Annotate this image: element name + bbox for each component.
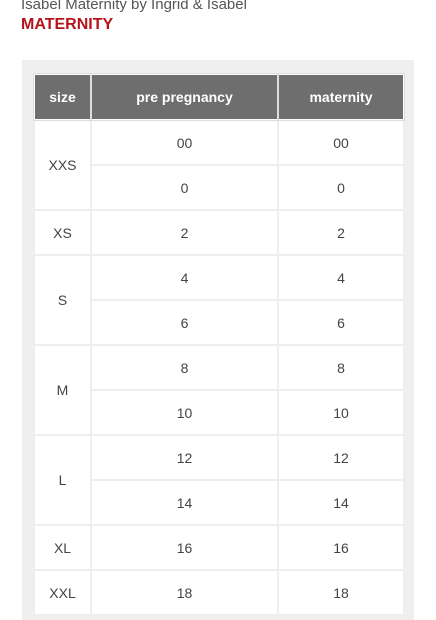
pre-pregnancy-cell: 0 bbox=[90, 164, 279, 211]
table-row: 14 14 bbox=[34, 479, 405, 526]
header-row: size pre pregnancy maternity bbox=[33, 73, 405, 121]
size-table: size pre pregnancy maternity XXS 00 00 0 0 XS 2 2… bbox=[33, 73, 405, 616]
size-cell: XS bbox=[33, 209, 92, 256]
maternity-cell: 4 bbox=[277, 254, 405, 301]
pre-pregnancy-cell: 16 bbox=[90, 524, 279, 571]
pre-pregnancy-cell: 18 bbox=[90, 569, 279, 616]
maternity-cell: 16 bbox=[277, 524, 405, 571]
table-row: XL 16 16 bbox=[33, 524, 405, 571]
pre-pregnancy-cell: 12 bbox=[90, 434, 279, 481]
table-row: L 12 12 bbox=[33, 434, 405, 526]
pre-pregnancy-cell: 00 bbox=[90, 119, 279, 166]
category-title: MATERNITY bbox=[21, 16, 114, 33]
table-row: XXS 00 00 bbox=[33, 119, 405, 211]
size-cell: XXS bbox=[33, 119, 92, 211]
maternity-cell: 6 bbox=[277, 299, 405, 346]
pre-pregnancy-cell: 8 bbox=[90, 344, 279, 391]
pre-pregnancy-cell: 10 bbox=[90, 389, 279, 436]
table-body: XXS 00 00 0 0 XS 2 2 S 4 4 6 6 M 8 8 10 10 L 12 12 14 14 XL 16 16… bbox=[33, 119, 405, 616]
maternity-cell: 8 bbox=[277, 344, 405, 391]
maternity-cell: 2 bbox=[277, 209, 405, 256]
column-header: pre pregnancy bbox=[90, 73, 279, 121]
pre-pregnancy-cell: 14 bbox=[90, 479, 279, 526]
table-row: XS 2 2 bbox=[33, 209, 405, 256]
size-chart-panel: size pre pregnancy maternity XXS 00 00 0 0 XS 2 2… bbox=[22, 60, 414, 620]
size-cell: S bbox=[33, 254, 92, 346]
pre-pregnancy-cell: 6 bbox=[90, 299, 279, 346]
size-cell: L bbox=[33, 434, 92, 526]
maternity-cell: 14 bbox=[277, 479, 405, 526]
maternity-cell: 12 bbox=[277, 434, 405, 481]
column-header: size bbox=[33, 73, 92, 121]
maternity-cell: 0 bbox=[277, 164, 405, 211]
maternity-cell: 00 bbox=[277, 119, 405, 166]
table-row: 10 10 bbox=[34, 389, 405, 436]
table-row: XXL 18 18 bbox=[33, 569, 405, 616]
pre-pregnancy-cell: 2 bbox=[90, 209, 279, 256]
size-cell: M bbox=[33, 344, 92, 436]
size-cell: XL bbox=[33, 524, 92, 571]
brand-title: Isabel Maternity by Ingrid & Isabel bbox=[21, 0, 247, 13]
size-cell: XXL bbox=[33, 569, 92, 616]
maternity-cell: 18 bbox=[277, 569, 405, 616]
column-header: maternity bbox=[277, 73, 405, 121]
page: Isabel Maternity by Ingrid & Isabel MATE… bbox=[21, 0, 414, 620]
maternity-cell: 10 bbox=[277, 389, 405, 436]
pre-pregnancy-cell: 4 bbox=[90, 254, 279, 301]
